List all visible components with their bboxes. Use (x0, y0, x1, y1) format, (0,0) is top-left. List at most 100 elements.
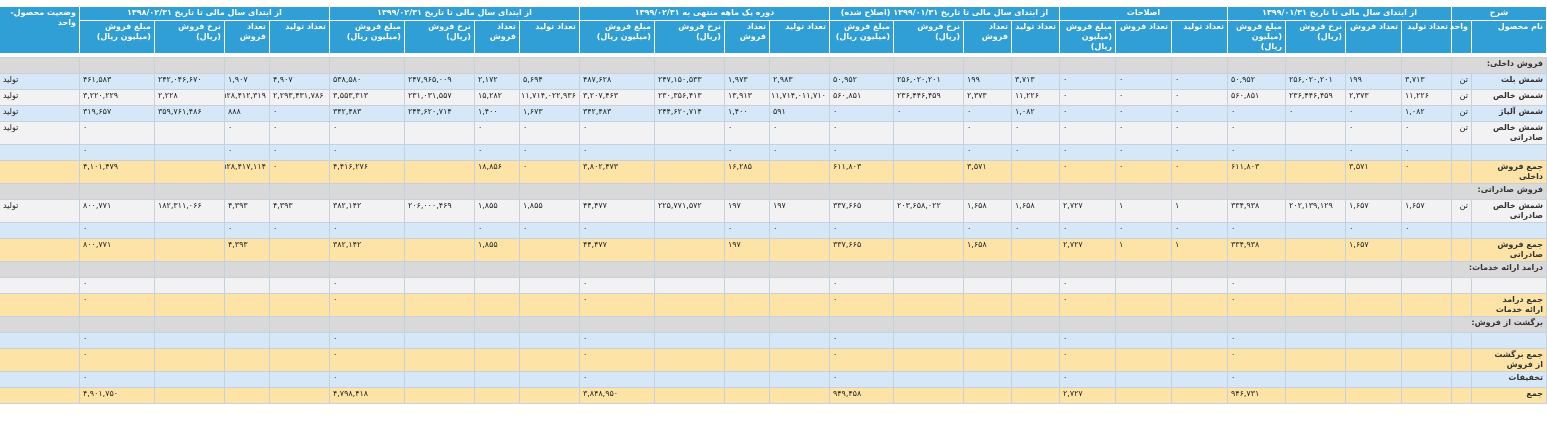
cell (1400, 57, 1452, 74)
cell (723, 57, 770, 74)
cell (723, 261, 770, 278)
cell (1010, 57, 1060, 74)
value-cell: ۲,۷۲۷ (1058, 199, 1116, 223)
cell (578, 57, 655, 74)
value-cell: ۳۳۷,۶۶۵ (828, 199, 894, 223)
status (0, 387, 80, 404)
cell (403, 183, 475, 200)
unit (1450, 238, 1473, 262)
value-cell: ۰ (328, 293, 405, 317)
value-cell: ۳,۲۲۰,۲۲۹ (78, 89, 155, 106)
cell (892, 261, 964, 278)
value-cell (723, 277, 770, 294)
value-cell: ۳۸۲,۱۴۲ (328, 199, 405, 223)
cell (328, 183, 405, 200)
value-cell: ۸۰۰,۷۷۱ (78, 199, 155, 223)
data-row: شمش خالص صادراتی تن ۰ ۰ ۰ ۰ ۰ ۰ ۰ ۰ ۰ ۰ ۰ ۰ ۰ ۰ ۰ ۰ ۰ ۰ تولی… (0, 121, 1547, 145)
data-row: شمش بلت تن ۳,۷۱۳ ۱۹۹ ۲۵۶,۰۲۰,۲۰۱ ۵۰,۹۵۲ ۰ ۰ ۰ ۳,۷… (0, 73, 1547, 90)
value-cell: ۱ (1114, 238, 1172, 262)
cell (653, 183, 725, 200)
value-cell: ۲۳۶,۴۴۶,۴۵۹ (892, 89, 964, 106)
value-cell (268, 348, 330, 372)
value-cell: ۰ (268, 222, 330, 239)
value-cell: ۳,۸۴۸,۹۵۰ (578, 387, 655, 404)
value-cell: ۰ (1058, 332, 1116, 349)
value-cell (1170, 277, 1228, 294)
cell (828, 57, 894, 74)
value-cell (653, 293, 725, 317)
cell (828, 261, 894, 278)
value-cell: ۳۴۲,۴۸۳ (578, 105, 655, 122)
section-title: برگشت از فروش: (1450, 316, 1547, 333)
value-cell (223, 277, 270, 294)
value-cell: ۰ (518, 144, 580, 161)
value-cell: ۱,۵۲۸,۴۱۷,۱۱۴ (223, 160, 270, 184)
value-cell (1400, 238, 1452, 262)
cell (473, 57, 520, 74)
value-cell: ۰ (768, 222, 830, 239)
value-cell (768, 238, 830, 262)
value-cell: ۰ (328, 348, 405, 372)
value-cell (1284, 371, 1346, 388)
column-title: تعداد فروش (1114, 20, 1172, 54)
data-row: جمع درامد ارائه خدمات ۰ ۰ ۰ ۰ ۰ ۰ (0, 293, 1547, 317)
value-cell: ۰ (268, 121, 330, 145)
value-cell: ۱,۶۵۷ (1344, 238, 1402, 262)
value-cell (403, 160, 475, 184)
cell (962, 57, 1012, 74)
cell (1284, 261, 1346, 278)
cell (962, 261, 1012, 278)
value-cell (268, 277, 330, 294)
value-cell (892, 332, 964, 349)
value-cell: ۱,۶۵۸ (962, 199, 1012, 223)
cell (892, 57, 964, 74)
status (0, 144, 80, 161)
cell (268, 57, 330, 74)
value-cell (1114, 332, 1172, 349)
value-cell (653, 222, 725, 239)
value-cell (223, 332, 270, 349)
value-cell (153, 371, 225, 388)
value-cell: ۰ (78, 348, 155, 372)
value-cell: ۸۰۰,۷۷۱ (78, 238, 155, 262)
value-cell: ۰ (1400, 121, 1452, 145)
product-name (1471, 144, 1547, 161)
value-cell (768, 160, 830, 184)
cell (518, 316, 580, 333)
column-title: نرخ فروش (ریال) (653, 20, 725, 54)
value-cell: ۰ (1226, 348, 1286, 372)
unit (1450, 222, 1473, 239)
value-cell: ۲۴۷,۹۶۵,۰۰۹ (403, 73, 475, 90)
data-row: جمع فروش داخلی ۰ ۳,۵۷۱ ۶۱۱,۸۰۳ ۰ ۰ ۰ ۳,۵۷۱ ۶۱۱,۸… (0, 160, 1547, 184)
value-cell: ۰ (1226, 144, 1286, 161)
cell (328, 261, 405, 278)
value-cell (403, 222, 475, 239)
header-columns: نام محصول واحد تعداد تولید تعداد فروش نرخ فر… (0, 20, 1547, 54)
cell (0, 261, 80, 278)
value-cell (1284, 238, 1346, 262)
value-cell (1400, 348, 1452, 372)
value-cell: ۰ (328, 144, 405, 161)
unit: تن (1450, 105, 1473, 122)
cell (1058, 183, 1116, 200)
value-cell (653, 332, 725, 349)
value-cell (1284, 332, 1346, 349)
cell (403, 261, 475, 278)
column-title: نام محصول (1471, 20, 1547, 54)
value-cell (962, 293, 1012, 317)
cell (1226, 261, 1286, 278)
status (0, 222, 80, 239)
value-cell: ۳۳۴,۹۳۸ (1226, 199, 1286, 223)
value-cell (653, 238, 725, 262)
value-cell: ۰ (1114, 105, 1172, 122)
group-title: شرح (1450, 6, 1547, 21)
column-title: تعداد تولید (1010, 20, 1060, 54)
value-cell: ۰ (723, 144, 770, 161)
value-cell: ۰ (1226, 121, 1286, 145)
cell (328, 316, 405, 333)
value-cell: ۳۳۴,۹۳۸ (1226, 238, 1286, 262)
value-cell (962, 277, 1012, 294)
data-row: جمع ۹۴۶,۷۳۱ ۲,۷۲۷ ۹۴۹,۴۵۸ ۳,۸۴۸,۹۵۰ ۴,۷۹۸,۴۱۸… (0, 387, 1547, 404)
cell (473, 316, 520, 333)
value-cell (723, 332, 770, 349)
